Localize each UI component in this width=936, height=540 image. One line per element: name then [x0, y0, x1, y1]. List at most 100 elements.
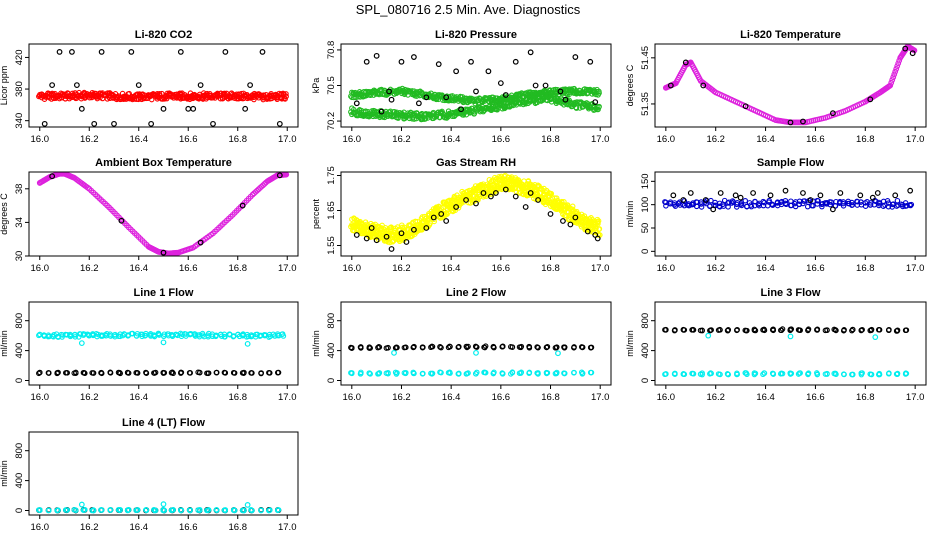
data-point	[499, 370, 505, 376]
data-point	[357, 344, 364, 350]
data-point	[160, 339, 167, 346]
data-point	[892, 68, 899, 75]
data-point	[800, 118, 806, 125]
data-point	[91, 120, 98, 127]
data-point	[532, 82, 539, 89]
data-point	[702, 197, 709, 203]
data-point	[455, 344, 462, 350]
data-point	[592, 99, 599, 105]
x-tick-label: 16.0	[657, 134, 676, 145]
y-tick-label: 0	[14, 508, 25, 513]
x-tick-label: 17.0	[591, 392, 610, 403]
data-point	[485, 68, 492, 75]
data-point	[160, 507, 166, 514]
data-point	[411, 370, 417, 377]
data-point	[195, 369, 201, 376]
x-tick-label: 16.2	[80, 522, 99, 533]
data-point	[357, 371, 364, 377]
data-point	[662, 371, 668, 378]
data-point	[512, 58, 519, 65]
data-point	[212, 333, 219, 340]
data-point	[491, 369, 497, 376]
data-point	[54, 369, 61, 376]
data-point	[440, 204, 446, 211]
data-point	[383, 345, 390, 351]
data-point	[125, 506, 132, 513]
data-point	[160, 501, 167, 508]
data-point	[542, 82, 549, 89]
data-point	[587, 58, 594, 65]
data-point	[41, 120, 48, 127]
data-point	[891, 71, 898, 78]
data-point	[827, 199, 833, 205]
data-point	[850, 326, 856, 333]
x-tick-label: 17.0	[591, 134, 610, 145]
data-point	[561, 345, 568, 351]
panel-title: Gas Stream RH	[436, 157, 516, 169]
data-point	[128, 330, 135, 337]
data-point	[383, 233, 390, 240]
data-point	[766, 197, 772, 204]
data-point	[787, 333, 794, 340]
y-axis-label: ml/min	[0, 330, 9, 357]
y-axis-label: ml/min	[625, 201, 635, 228]
data-point	[502, 92, 509, 98]
x-tick-label: 16.4	[130, 522, 149, 533]
data-point	[135, 82, 142, 89]
x-tick-label: 16.6	[179, 392, 198, 403]
data-point	[707, 371, 713, 377]
data-point	[552, 345, 559, 351]
data-point	[857, 192, 864, 199]
data-point	[523, 92, 530, 99]
data-point	[403, 369, 409, 376]
panel-3: Li-820 Temperature degrees C 16.0 16.2 16.4 1…	[625, 29, 927, 145]
data-point	[388, 96, 395, 103]
data-point	[880, 203, 887, 209]
data-point	[488, 193, 494, 200]
data-point	[499, 344, 505, 350]
data-point	[671, 371, 678, 377]
data-point	[680, 327, 687, 333]
y-tick-label: 1.75	[326, 166, 337, 185]
data-point	[248, 507, 255, 514]
data-point	[398, 58, 405, 65]
data-point	[438, 369, 444, 376]
data-point	[80, 507, 87, 513]
data-point	[36, 507, 42, 513]
data-point	[805, 326, 812, 332]
y-tick-label: 1.55	[326, 236, 337, 255]
data-point	[63, 370, 70, 376]
data-point	[465, 370, 471, 376]
data-point	[423, 225, 430, 231]
data-point	[903, 370, 909, 376]
data-point	[725, 327, 732, 333]
data-point	[814, 370, 820, 376]
y-tick-label: 400	[14, 343, 25, 359]
data-point	[697, 371, 704, 377]
data-point	[185, 105, 192, 112]
data-point	[787, 119, 794, 126]
x-tick-label: 16.8	[228, 392, 247, 403]
panel-8: Line 2 Flow ml/min 16.0 16.2 16.4 16.6 16.8 17.…	[311, 287, 612, 403]
data-point	[710, 206, 717, 213]
panel-title: Li-820 CO2	[135, 29, 192, 41]
data-point	[98, 49, 105, 55]
data-point	[458, 106, 464, 113]
data-point	[204, 370, 210, 376]
data-point	[893, 65, 900, 72]
data-point	[472, 343, 479, 350]
y-axis-label: degrees C	[625, 64, 635, 106]
data-point	[160, 105, 167, 112]
data-point	[222, 49, 229, 55]
data-point	[876, 370, 883, 377]
data-point	[836, 199, 843, 206]
data-point	[368, 225, 375, 231]
data-point	[133, 369, 139, 376]
data-point	[205, 507, 212, 513]
data-point	[819, 203, 825, 210]
data-point	[373, 237, 380, 244]
y-axis-label: kPa	[311, 78, 321, 94]
x-tick-label: 16.2	[392, 263, 411, 274]
y-tick-label: 800	[14, 313, 25, 329]
data-point	[534, 370, 540, 376]
